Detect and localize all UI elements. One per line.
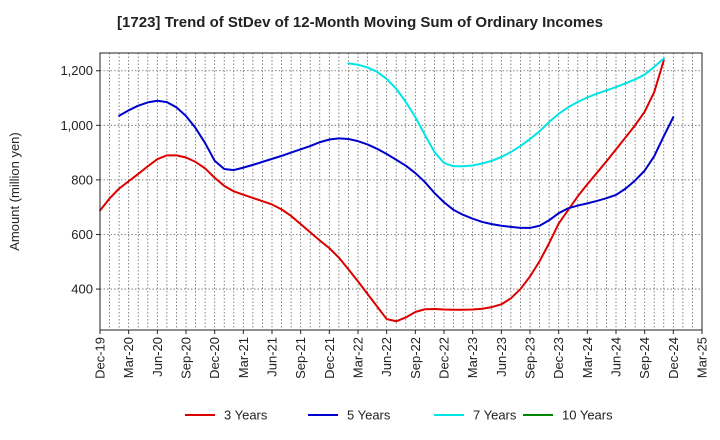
chart-title: [1723] Trend of StDev of 12-Month Moving…: [117, 14, 603, 31]
series-line-5-years: [118, 99, 675, 229]
x-tick-label: Mar-24: [580, 337, 595, 378]
series-lines: [99, 57, 675, 323]
x-tick-label: Dec-24: [666, 337, 681, 379]
x-tick-label: Jun-20: [150, 337, 165, 377]
x-tick-label: Sep-21: [293, 337, 308, 379]
x-tick-label: Sep-20: [179, 337, 194, 379]
x-tick-label: Dec-20: [207, 337, 222, 379]
y-tick-label: 800: [71, 172, 93, 187]
x-tick-label: Jun-23: [494, 337, 509, 377]
x-tick-label: Mar-22: [351, 337, 366, 378]
legend-label: 5 Years: [347, 408, 391, 423]
legend-label: 10 Years: [562, 408, 613, 423]
legend: 3 Years 5 Years 7 Years 10 Years: [185, 408, 613, 423]
x-tick-label: Dec-21: [322, 337, 337, 379]
plot-background: [100, 53, 702, 330]
y-axis-title: Amount (million yen): [7, 132, 22, 251]
x-tick-label: Jun-21: [265, 337, 280, 377]
axes: 400 600 800 1,000 1,200 Dec-19 Mar-20 Jun-20 Sep…: [7, 52, 710, 379]
x-tick-label: Mar-20: [121, 337, 136, 378]
x-tick-label: Mar-23: [465, 337, 480, 378]
y-tick-label: 400: [71, 282, 93, 297]
x-tick-label: Sep-23: [523, 337, 538, 379]
x-tick-label: Dec-19: [93, 337, 108, 379]
y-tick-label: 1,000: [60, 118, 93, 133]
x-tick-label: Mar-21: [236, 337, 251, 378]
x-tick-label: Dec-22: [437, 337, 452, 379]
x-tick-label: Dec-23: [551, 337, 566, 379]
y-tick-label: 1,200: [60, 63, 93, 78]
x-tick-label: Sep-24: [637, 337, 652, 379]
plot-area: [100, 53, 702, 330]
legend-label: 3 Years: [224, 408, 268, 423]
x-tick-label: Mar-25: [695, 337, 710, 378]
x-tick-label: Jun-24: [609, 337, 624, 377]
series-line-7-years: [347, 57, 665, 168]
x-tick-label: Jun-22: [379, 337, 394, 377]
y-tick-label: 600: [71, 227, 93, 242]
x-tick-label: Sep-22: [408, 337, 423, 379]
grid-lines: [100, 53, 702, 330]
legend-label: 7 Years: [473, 408, 517, 423]
plot-border: [99, 52, 703, 331]
